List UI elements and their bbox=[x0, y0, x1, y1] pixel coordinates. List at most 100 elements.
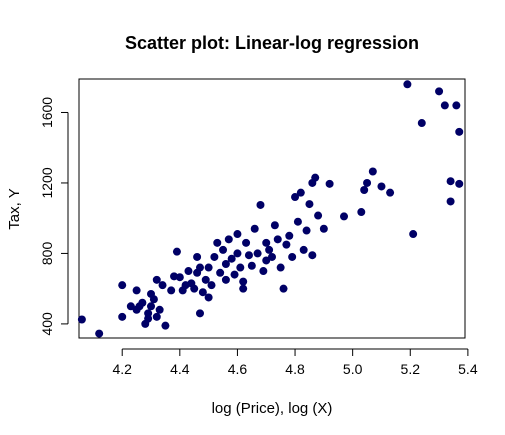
data-point bbox=[198, 288, 207, 297]
x-tick-label: 5.2 bbox=[401, 361, 421, 377]
data-point bbox=[377, 182, 386, 191]
chart-title: Scatter plot: Linear-log regression bbox=[125, 33, 419, 53]
data-point bbox=[239, 277, 248, 286]
data-point bbox=[132, 286, 141, 295]
data-point bbox=[308, 251, 317, 260]
y-axis-label: Tax, Y bbox=[6, 188, 23, 229]
data-point bbox=[409, 230, 418, 239]
data-point bbox=[293, 217, 302, 226]
data-point bbox=[268, 252, 276, 261]
data-point bbox=[265, 245, 274, 254]
data-point bbox=[288, 252, 297, 261]
data-point bbox=[172, 247, 181, 256]
data-point bbox=[403, 80, 412, 89]
data-point bbox=[152, 312, 161, 321]
data-point bbox=[296, 188, 305, 197]
data-point bbox=[149, 295, 158, 304]
data-point bbox=[233, 249, 242, 258]
data-point bbox=[158, 281, 167, 290]
x-tick-label: 4.4 bbox=[170, 361, 190, 377]
x-tick-label: 4.6 bbox=[228, 361, 248, 377]
data-point bbox=[325, 179, 334, 188]
data-point bbox=[219, 245, 228, 254]
data-point bbox=[138, 298, 147, 307]
data-point bbox=[210, 252, 219, 261]
y-axis: 400 800 1200 1600 bbox=[39, 97, 69, 336]
data-point bbox=[299, 245, 308, 254]
data-point bbox=[262, 256, 271, 265]
data-point bbox=[126, 302, 135, 311]
data-point bbox=[368, 167, 377, 176]
data-point bbox=[386, 188, 395, 197]
data-point bbox=[204, 293, 213, 302]
data-point bbox=[184, 267, 193, 276]
y-tick-label: 1200 bbox=[39, 167, 55, 198]
data-point bbox=[221, 260, 230, 268]
x-axis-label: log (Price), log (X) bbox=[212, 400, 333, 417]
data-point bbox=[77, 315, 86, 324]
data-point bbox=[167, 286, 176, 295]
data-point bbox=[242, 238, 251, 247]
data-point bbox=[305, 200, 314, 209]
data-point bbox=[417, 119, 426, 128]
data-points bbox=[77, 80, 464, 338]
data-point bbox=[455, 179, 464, 188]
y-tick-label: 800 bbox=[39, 242, 55, 266]
data-point bbox=[213, 238, 222, 247]
data-point bbox=[118, 312, 127, 321]
x-tick-label: 4.2 bbox=[112, 361, 132, 377]
data-point bbox=[270, 221, 279, 230]
x-tick-label: 4.8 bbox=[285, 361, 305, 377]
data-point bbox=[319, 224, 328, 233]
data-point bbox=[216, 268, 225, 277]
data-point bbox=[207, 281, 216, 290]
data-point bbox=[95, 329, 104, 338]
data-point bbox=[227, 254, 236, 263]
data-point bbox=[435, 87, 444, 96]
data-point bbox=[144, 309, 153, 318]
plot-area bbox=[78, 78, 466, 339]
data-point bbox=[236, 263, 245, 272]
data-point bbox=[253, 249, 262, 258]
data-point bbox=[175, 273, 184, 282]
data-point bbox=[340, 212, 349, 221]
data-point bbox=[273, 235, 282, 244]
data-point bbox=[193, 252, 202, 261]
data-point bbox=[455, 127, 464, 136]
x-tick-label: 5.4 bbox=[458, 361, 478, 377]
data-point bbox=[262, 238, 271, 247]
data-point bbox=[195, 263, 204, 272]
data-point bbox=[201, 275, 210, 284]
y-tick-label: 400 bbox=[39, 312, 55, 336]
data-point bbox=[247, 261, 256, 270]
data-point bbox=[239, 284, 248, 293]
data-point bbox=[224, 235, 233, 244]
data-point bbox=[363, 178, 372, 187]
data-point bbox=[291, 193, 300, 202]
data-point bbox=[250, 224, 259, 233]
data-point bbox=[285, 231, 294, 240]
data-point bbox=[314, 211, 323, 220]
x-axis: 4.2 4.4 4.6 4.8 5.0 5.2 5.4 bbox=[112, 348, 478, 377]
data-point bbox=[244, 251, 253, 260]
data-point bbox=[446, 197, 455, 206]
data-point bbox=[282, 240, 291, 249]
data-point bbox=[118, 281, 127, 290]
data-point bbox=[279, 284, 288, 293]
data-point bbox=[233, 230, 242, 239]
x-tick-label: 5.0 bbox=[343, 361, 363, 377]
data-point bbox=[302, 226, 311, 235]
data-point bbox=[204, 263, 213, 272]
data-point bbox=[195, 309, 204, 318]
y-tick-label: 1600 bbox=[39, 97, 55, 128]
data-point bbox=[152, 275, 161, 284]
data-point bbox=[256, 200, 265, 209]
data-point bbox=[155, 305, 164, 314]
data-point bbox=[221, 275, 230, 284]
data-point bbox=[276, 263, 285, 272]
data-point bbox=[360, 186, 369, 194]
data-point bbox=[147, 302, 156, 311]
data-point bbox=[311, 173, 320, 182]
data-point bbox=[446, 177, 455, 186]
